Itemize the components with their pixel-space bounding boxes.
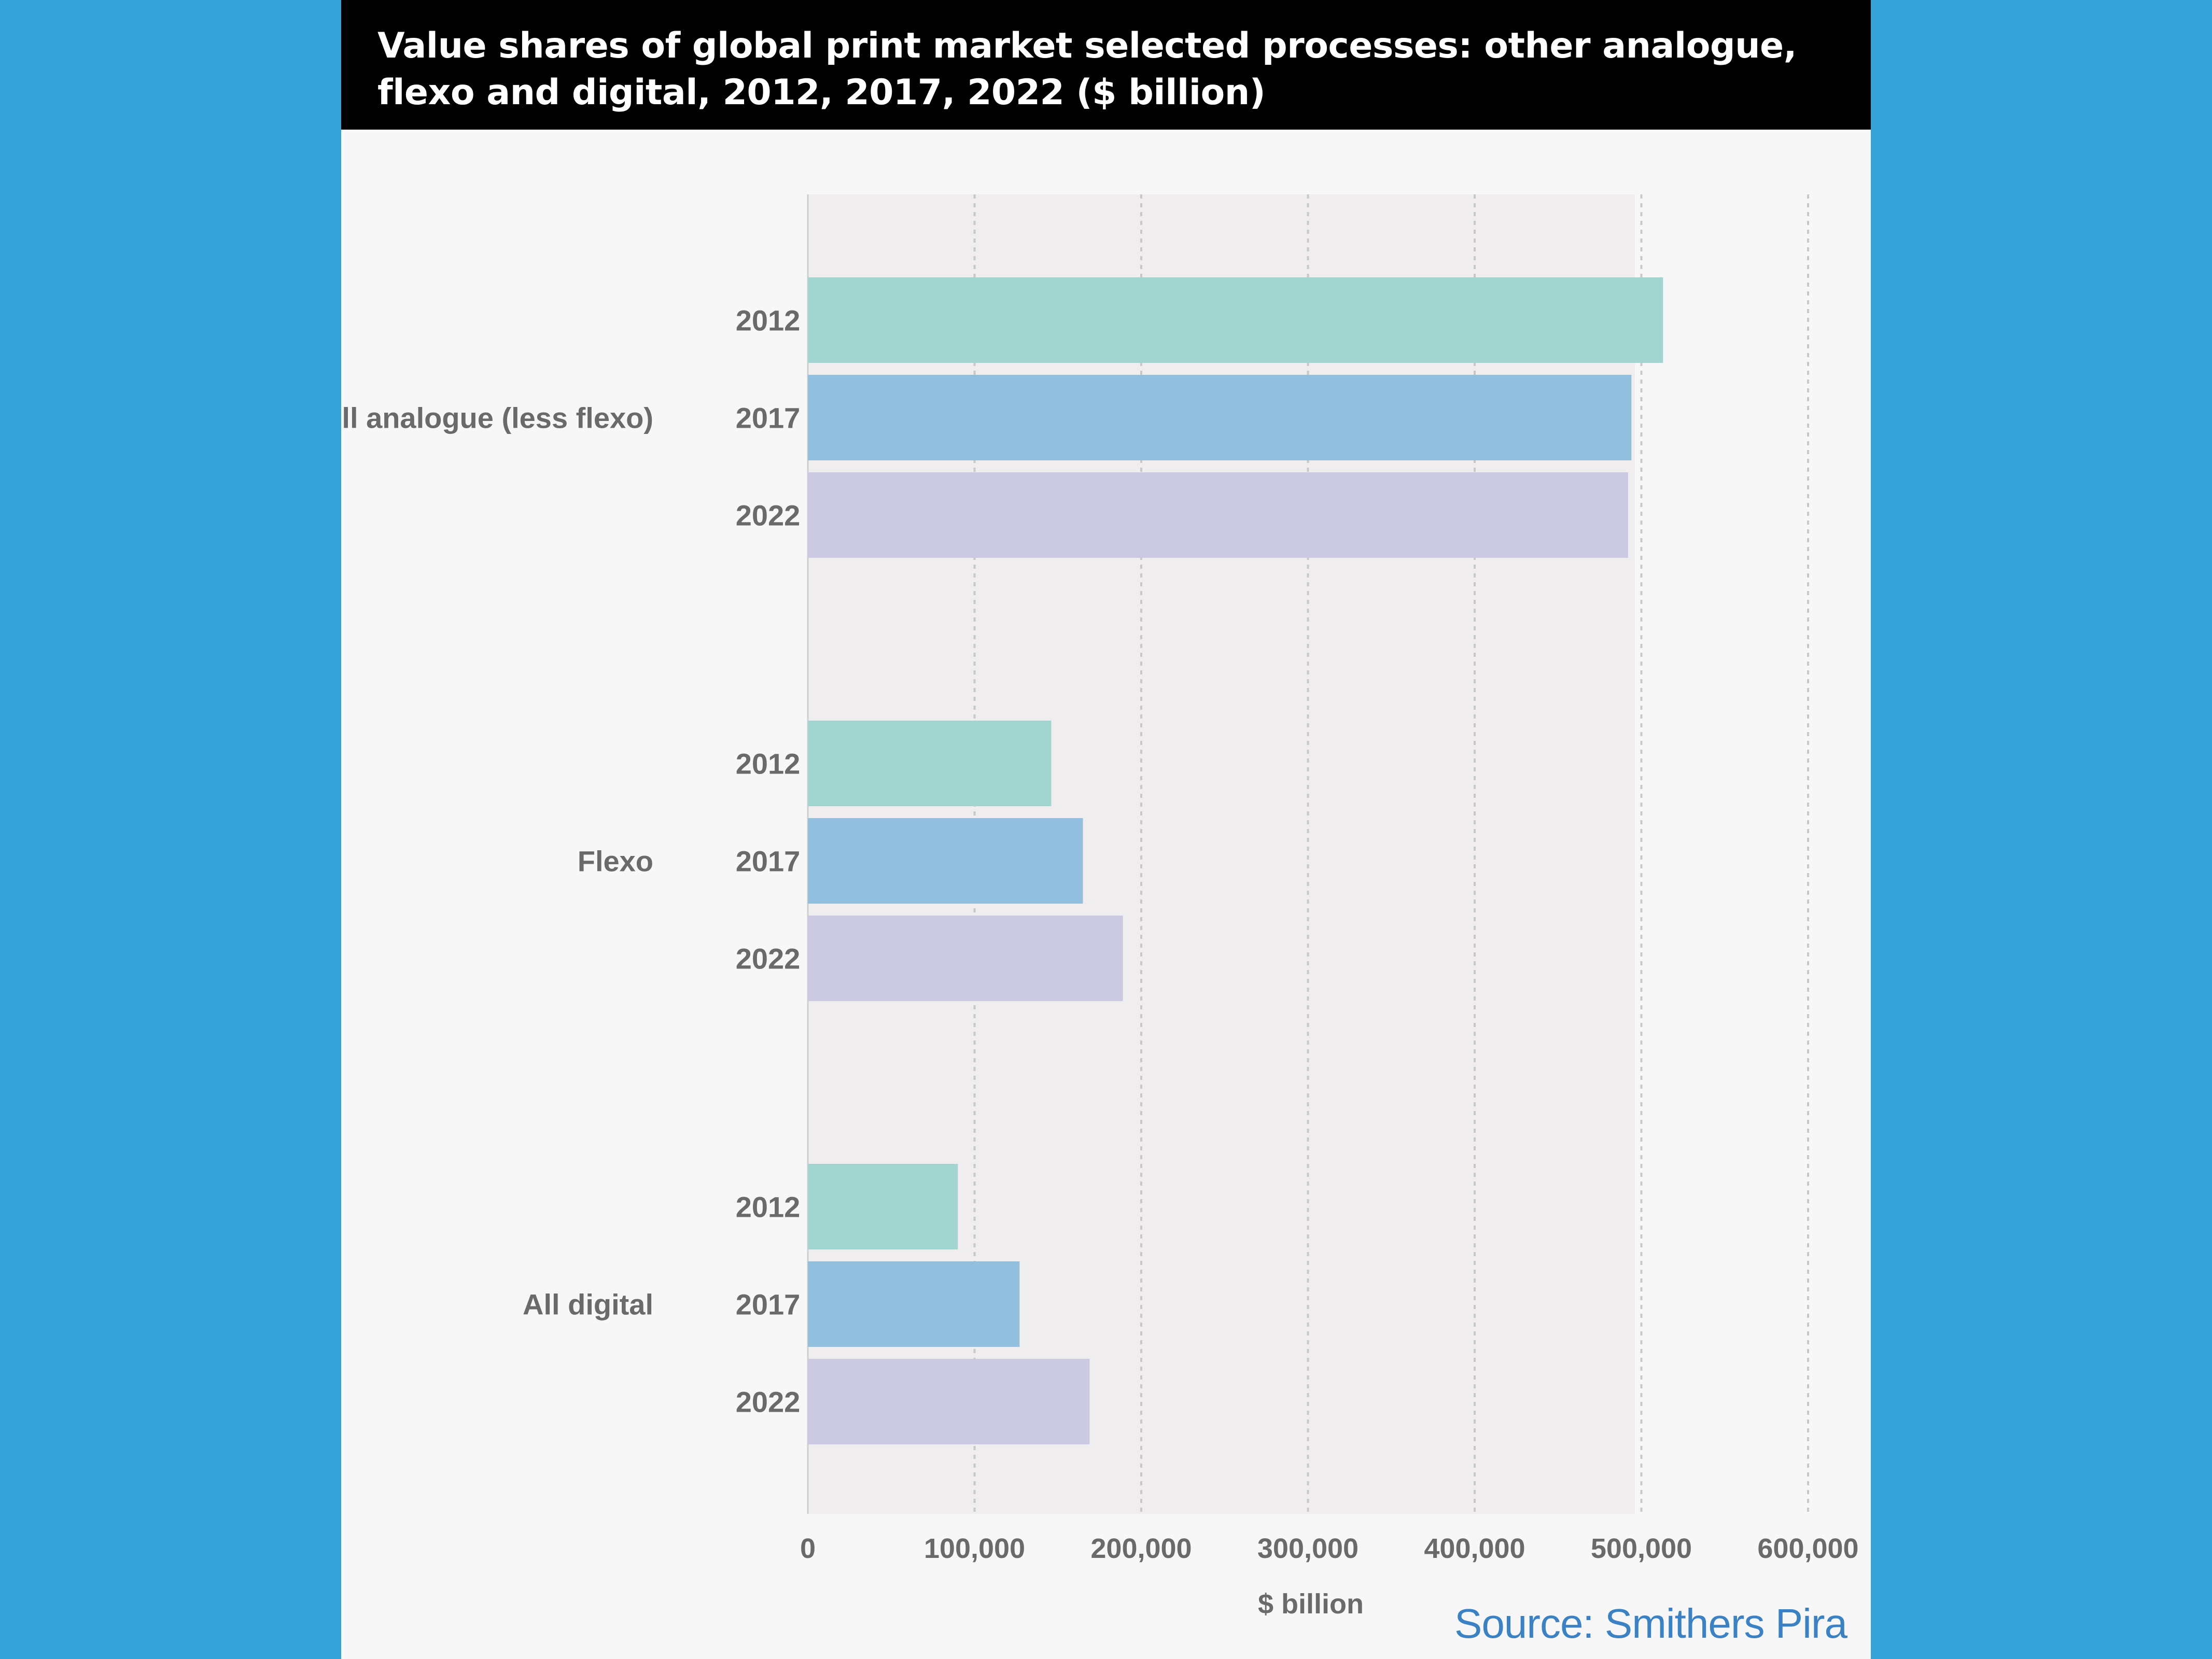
- bar: [808, 916, 1123, 1001]
- series-label: 2017: [736, 845, 801, 878]
- x-tick-label: 200,000: [1090, 1533, 1192, 1564]
- x-tick-label: 400,000: [1424, 1533, 1525, 1564]
- chart-title: Value shares of global print market sele…: [377, 25, 1797, 113]
- bar: [808, 1261, 1020, 1347]
- x-tick-label: 600,000: [1757, 1533, 1858, 1564]
- x-tick-label: 0: [800, 1533, 816, 1564]
- title-bar: Value shares of global print market sele…: [341, 0, 1871, 130]
- category-labels: 2012 2017 2022 All analogue (less flexo) 201…: [341, 304, 800, 1418]
- series-label: 2012: [736, 1191, 801, 1224]
- series-label: 2022: [736, 1386, 801, 1418]
- x-tick-label: 100,000: [924, 1533, 1025, 1564]
- bar: [808, 818, 1083, 904]
- bar-chart: 0 100,000 200,000 300,000 400,000 500,000 600,…: [341, 194, 1859, 1620]
- bar: [808, 721, 1052, 806]
- series-label: 2012: [736, 304, 801, 337]
- bar: [808, 472, 1628, 558]
- x-axis-ticks: 0 100,000 200,000 300,000 400,000 500,000 600,…: [800, 1533, 1859, 1564]
- bar: [808, 277, 1663, 363]
- x-axis-title: $ billion: [1258, 1588, 1364, 1620]
- series-label: 2017: [736, 1288, 801, 1321]
- bar: [808, 375, 1632, 460]
- category-label: Flexo: [578, 845, 653, 878]
- bar: [808, 1359, 1090, 1444]
- series-label: 2022: [736, 499, 801, 532]
- x-tick-label: 500,000: [1591, 1533, 1692, 1564]
- bars: [808, 277, 1663, 1444]
- category-label: All analogue (less flexo): [341, 402, 653, 434]
- series-label: 2017: [736, 402, 801, 434]
- bar: [808, 1164, 958, 1249]
- category-label: All digital: [523, 1288, 653, 1321]
- series-label: 2012: [736, 748, 801, 780]
- x-tick-label: 300,000: [1257, 1533, 1359, 1564]
- series-label: 2022: [736, 943, 801, 975]
- source-credit: Source: Smithers Pira: [1454, 1600, 1847, 1647]
- slide: Value shares of global print market sele…: [341, 0, 1871, 1659]
